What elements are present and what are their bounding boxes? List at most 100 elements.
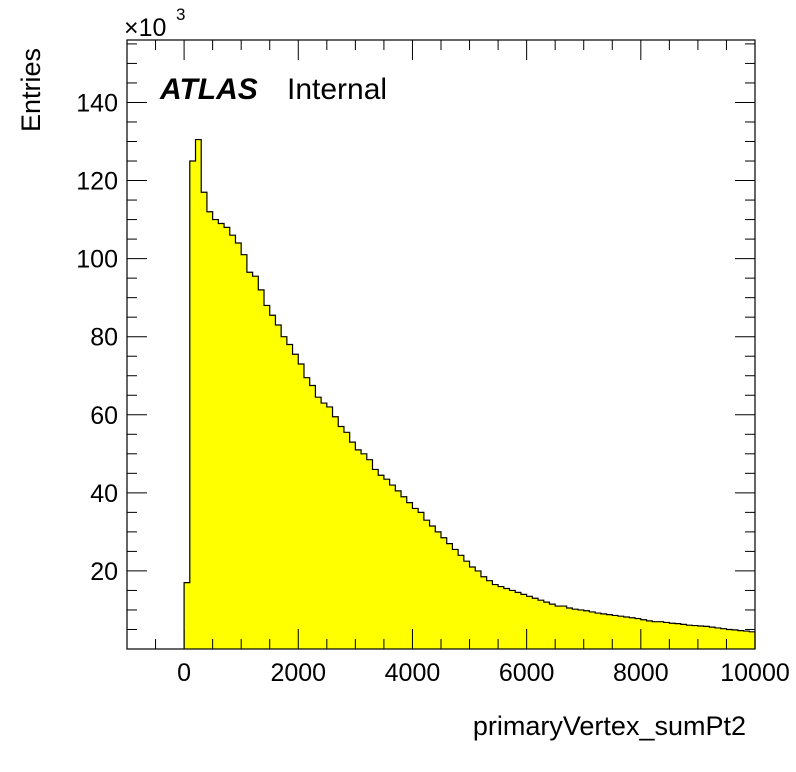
x-tick-label: 2000 <box>270 659 326 687</box>
histogram-bin <box>469 567 476 649</box>
histogram-bin <box>326 406 333 649</box>
x-tick-label: 4000 <box>385 659 441 687</box>
histogram-bin <box>675 623 682 649</box>
histogram-bin <box>692 625 699 649</box>
histogram-bin <box>435 531 442 649</box>
histogram-bin <box>669 623 676 649</box>
histogram-bin <box>657 621 665 649</box>
histogram-bin <box>600 613 607 649</box>
histogram-bin <box>366 459 373 649</box>
histogram-bin <box>281 336 288 649</box>
histogram-bin <box>258 289 265 649</box>
histogram-bin <box>526 596 533 649</box>
histogram-bin <box>292 354 299 649</box>
histogram-bin <box>229 235 236 649</box>
histogram-bin <box>441 537 448 649</box>
histogram-bin <box>252 276 259 649</box>
histogram-bin <box>475 570 482 649</box>
y-axis-multiplier: ×10 <box>124 14 166 42</box>
histogram-bin <box>332 416 339 649</box>
histogram-bin <box>543 602 550 649</box>
histogram-bin <box>303 377 311 649</box>
y-tick-label: 120 <box>76 168 118 196</box>
histogram-bin <box>515 592 522 649</box>
histogram-bin <box>652 621 659 649</box>
histogram-bin <box>492 584 499 649</box>
histogram-bin <box>349 442 356 649</box>
histogram-bin <box>486 580 493 649</box>
histogram-bin <box>361 453 368 649</box>
histogram-bars <box>183 138 756 650</box>
histogram-bin <box>338 426 345 649</box>
histogram-outline <box>183 138 756 649</box>
histogram-bin <box>395 490 402 649</box>
histogram-bin <box>264 305 271 649</box>
histogram-bin <box>640 619 647 649</box>
histogram-bin <box>321 403 328 649</box>
histogram-bin <box>498 586 505 649</box>
histogram-bin <box>378 475 385 649</box>
histogram-bin <box>206 211 214 649</box>
axes <box>126 39 756 650</box>
histogram-bin <box>298 364 305 649</box>
histogram-bin <box>715 627 722 649</box>
histogram-bin <box>743 631 750 649</box>
histogram-bin <box>269 315 276 649</box>
histogram-bin <box>458 555 465 649</box>
histogram-bin <box>241 254 248 649</box>
histogram-bin <box>423 520 430 649</box>
histogram-bin <box>315 397 322 649</box>
histogram-bin <box>195 139 202 649</box>
y-tick-label: 40 <box>90 480 118 508</box>
histogram-bin <box>737 630 744 649</box>
histogram-bin <box>538 600 545 649</box>
histogram-bin <box>383 479 391 649</box>
histogram-bin <box>703 626 710 649</box>
x-tick-label: 0 <box>177 659 191 687</box>
histogram-bin <box>355 449 362 649</box>
histogram-bin <box>201 192 208 649</box>
y-tick-label: 80 <box>90 324 118 352</box>
histogram-bin <box>212 219 219 650</box>
x-tick-label: 8000 <box>613 659 669 687</box>
histogram-bin <box>224 227 231 649</box>
histogram-bin <box>184 582 191 649</box>
histogram-bin <box>663 622 670 649</box>
histogram-bin <box>720 628 727 649</box>
y-axis-title: Entries <box>16 48 46 132</box>
histogram-bin <box>726 629 733 649</box>
histogram-bin <box>732 629 739 649</box>
x-axis-title: primaryVertex_sumPt2 <box>473 711 746 741</box>
status-label: Internal <box>287 73 387 106</box>
histogram-bin <box>589 611 596 649</box>
histogram-bin <box>343 432 351 649</box>
histogram-bin <box>623 616 630 649</box>
y-tick-label: 60 <box>90 402 118 430</box>
histogram-bin <box>446 543 453 649</box>
x-tick-label: 10000 <box>720 659 790 687</box>
tick-labels: 0 2000 4000 6000 8000 10000 20 40 60 80 100 120 140 <box>76 89 789 687</box>
histogram-bin <box>709 627 716 649</box>
histogram-bin <box>235 243 242 649</box>
histogram-bin <box>617 616 625 649</box>
histogram-bin <box>572 609 579 649</box>
histogram-bin <box>560 606 567 649</box>
histogram-bin <box>606 614 613 649</box>
histogram-bin <box>406 502 413 649</box>
histogram-bin <box>389 485 396 649</box>
histogram-bin <box>595 613 602 649</box>
histogram-bin <box>532 598 539 649</box>
histogram-bin <box>480 576 488 649</box>
atlas-label: ATLAS <box>159 73 258 106</box>
histogram-bin <box>612 615 619 649</box>
y-tick-label: 100 <box>76 246 118 274</box>
histogram-bin <box>583 610 590 649</box>
histogram-bin <box>509 590 516 649</box>
histogram-bin <box>503 588 510 649</box>
histogram-bin <box>275 324 282 649</box>
histogram-bin <box>629 617 636 649</box>
y-tick-label: 20 <box>90 558 118 586</box>
histogram-bin <box>309 385 316 649</box>
histogram-bin <box>218 223 225 649</box>
